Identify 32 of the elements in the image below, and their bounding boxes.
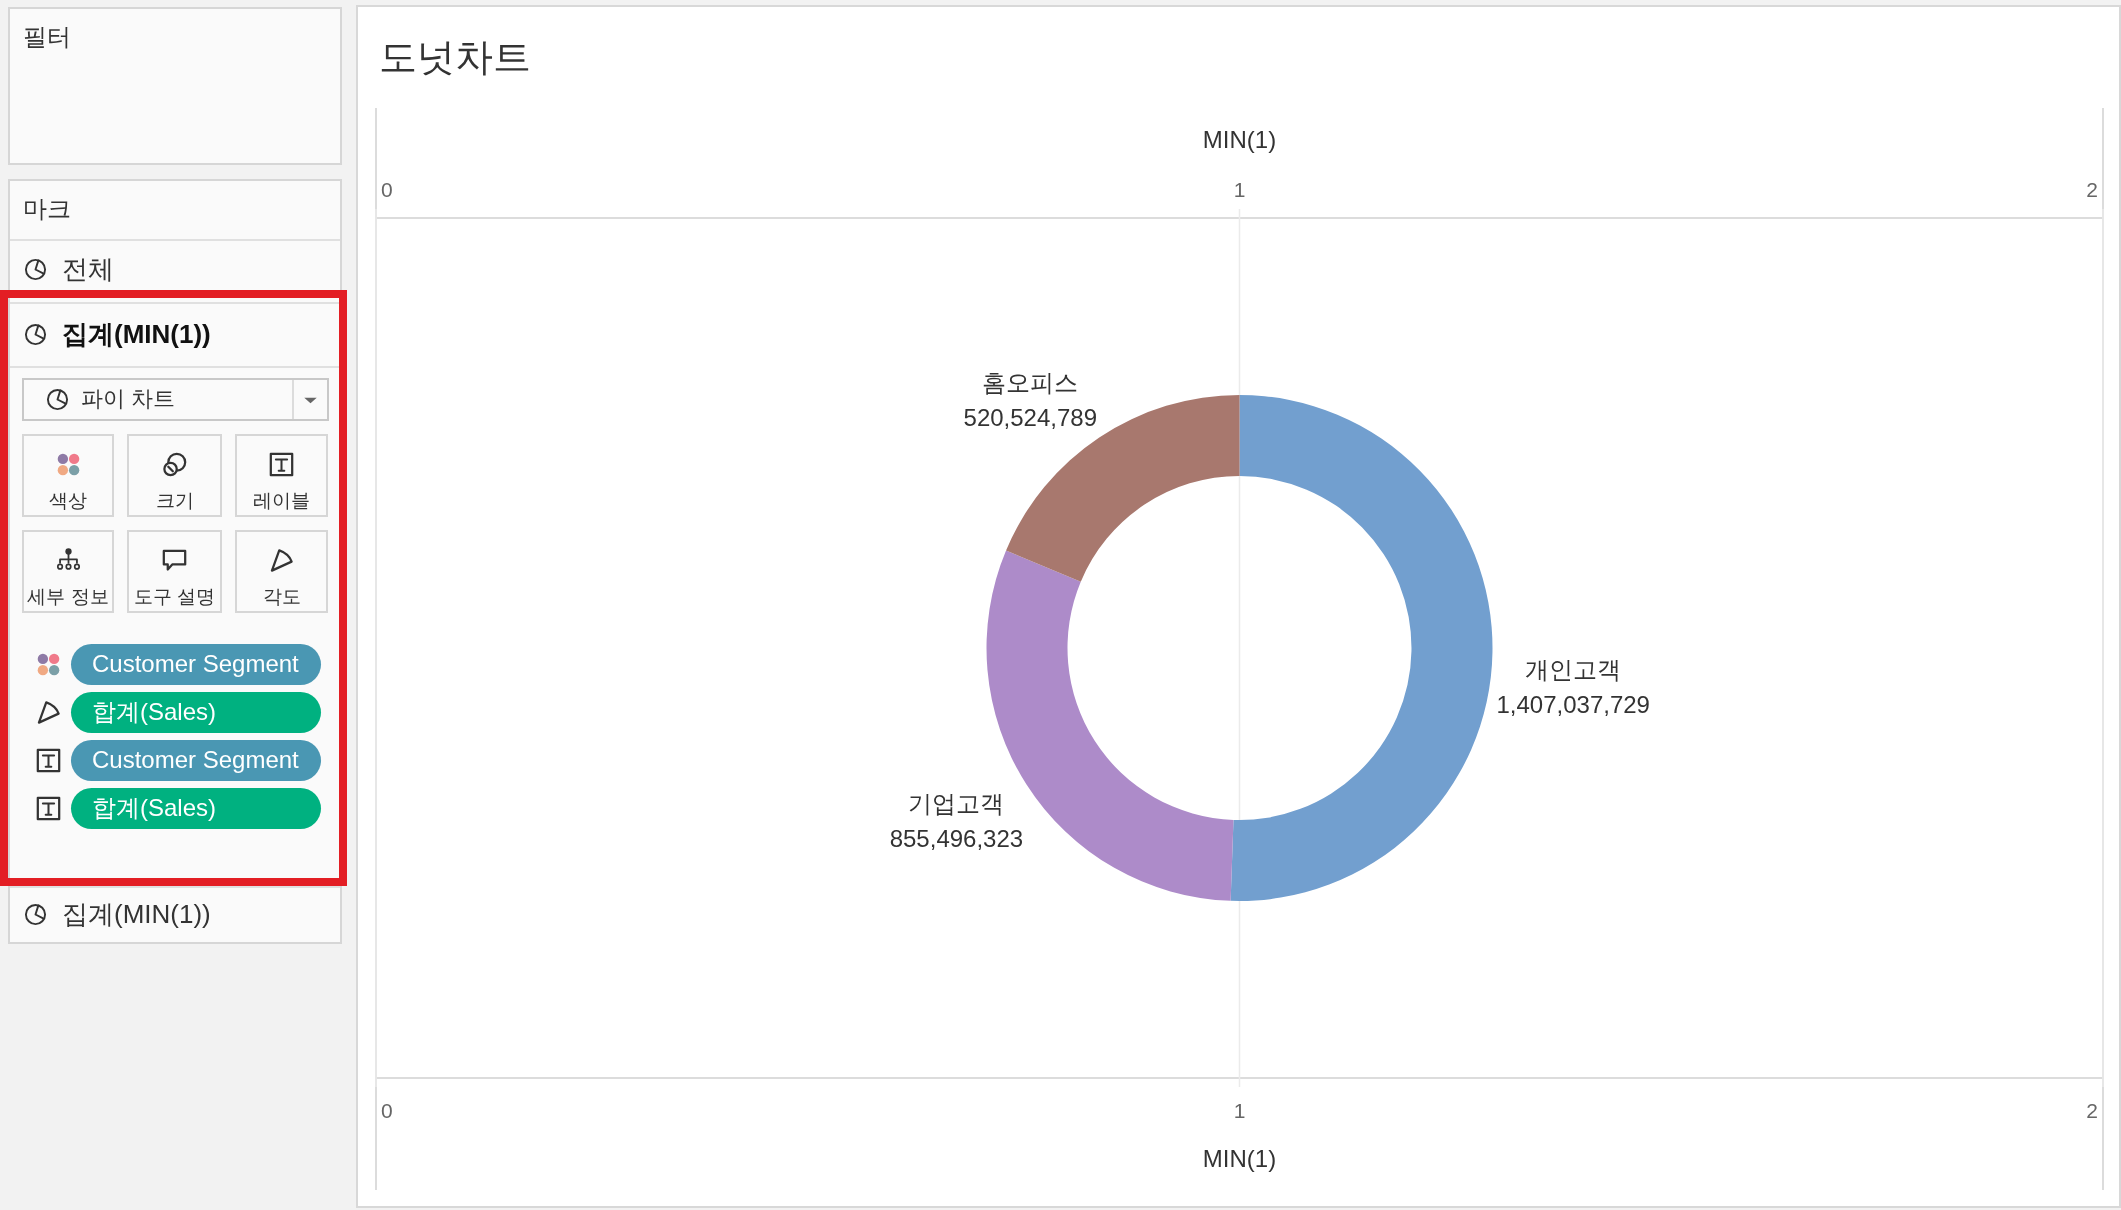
text: 2 bbox=[2086, 178, 2098, 202]
text: 크기 bbox=[154, 489, 195, 513]
text: 도넛차트 bbox=[379, 36, 531, 79]
text: 각도 bbox=[261, 585, 302, 609]
text: 레이블 bbox=[252, 489, 311, 513]
text: MIN(1) bbox=[1202, 126, 1277, 154]
text: 2 bbox=[2086, 1099, 2098, 1123]
text: MIN(1) bbox=[1202, 1145, 1277, 1173]
text: 색상 bbox=[48, 489, 88, 513]
text: 세부 정보 bbox=[26, 585, 110, 609]
data-label: 855,496,323 bbox=[889, 825, 1024, 853]
text: 파이 차트 bbox=[81, 385, 176, 413]
text: 0 bbox=[381, 178, 393, 202]
text: 합계(Sales) bbox=[92, 697, 217, 727]
text: 집계(MIN(1)) bbox=[62, 897, 211, 931]
text: 1 bbox=[1233, 1099, 1246, 1123]
text: 0 bbox=[381, 1099, 393, 1123]
slice-label: 개인고객 bbox=[1525, 655, 1622, 683]
donut-slice bbox=[1230, 395, 1493, 901]
slice-label: 기업고객 bbox=[908, 790, 1005, 818]
text: 합계(Sales) bbox=[92, 793, 217, 823]
text: Customer Segment bbox=[92, 649, 299, 679]
text: 1 bbox=[1233, 178, 1246, 202]
text: Customer Segment bbox=[92, 745, 299, 775]
text: 필터 bbox=[23, 22, 71, 52]
data-label: 1,407,037,729 bbox=[1496, 690, 1650, 718]
slice-label: 홈오피스 bbox=[982, 368, 1079, 396]
text: 마크 bbox=[23, 194, 71, 224]
text: 집계(MIN(1)) bbox=[62, 317, 211, 351]
data-label: 520,524,789 bbox=[963, 403, 1098, 431]
text: 전체 bbox=[62, 252, 114, 286]
text: 도구 설명 bbox=[132, 585, 217, 609]
